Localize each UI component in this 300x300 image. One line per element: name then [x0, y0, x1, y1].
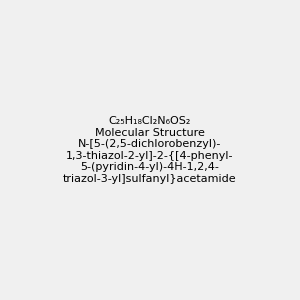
Text: C₂₅H₁₈Cl₂N₆OS₂
Molecular Structure
N-[5-(2,5-dichlorobenzyl)-
1,3-thiazol-2-yl]-: C₂₅H₁₈Cl₂N₆OS₂ Molecular Structure N-[5-…: [63, 116, 237, 184]
